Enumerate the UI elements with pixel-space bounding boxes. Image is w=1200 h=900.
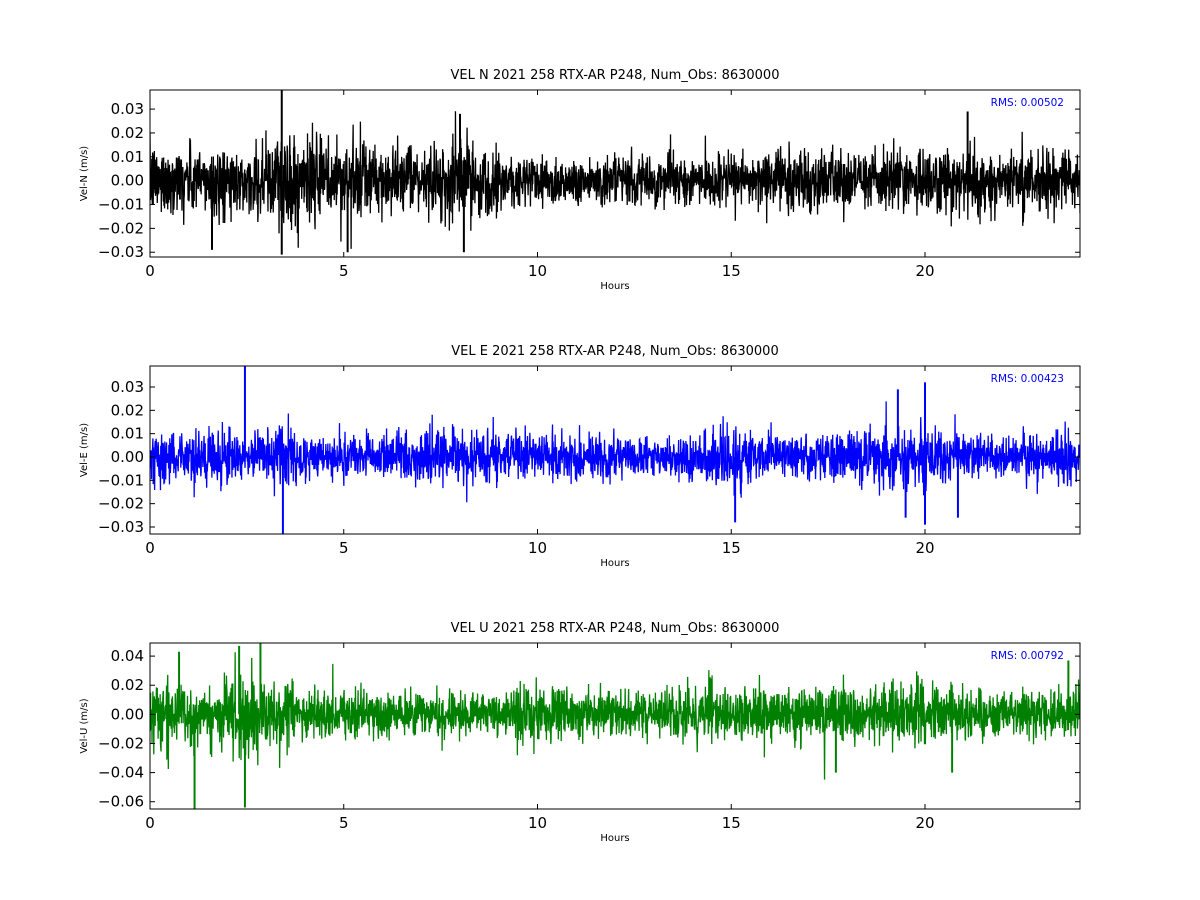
y-tick-label: 0.00 bbox=[111, 448, 144, 466]
x-axis-label: Hours bbox=[600, 281, 629, 292]
y-tick-label: −0.03 bbox=[98, 243, 144, 261]
series-line bbox=[150, 111, 1080, 249]
x-tick-label: 20 bbox=[915, 539, 934, 557]
x-axis-label: Hours bbox=[600, 833, 629, 844]
plot-frame bbox=[149, 365, 1081, 535]
chart-title: VEL N 2021 258 RTX-AR P248, Num_Obs: 863… bbox=[451, 68, 780, 83]
rms-annotation: RMS: 0.00423 bbox=[991, 373, 1064, 385]
x-axis-label: Hours bbox=[600, 558, 629, 569]
y-tick-label: 0.03 bbox=[111, 378, 144, 396]
y-tick-label: 0.01 bbox=[111, 148, 144, 166]
plot-frame bbox=[149, 642, 1081, 810]
y-tick-label: 0.00 bbox=[111, 705, 144, 723]
x-tick-label: 10 bbox=[528, 539, 547, 557]
y-axis-label: Vel-U (m/s) bbox=[79, 698, 90, 753]
y-tick-label: −0.01 bbox=[98, 196, 144, 214]
chart-title: VEL U 2021 258 RTX-AR P248, Num_Obs: 863… bbox=[451, 621, 780, 636]
x-tick-label: 10 bbox=[528, 262, 547, 280]
panel-up: VEL U 2021 258 RTX-AR P248, Num_Obs: 863… bbox=[79, 621, 1081, 844]
y-axis-label: Vel-N (m/s) bbox=[79, 146, 90, 201]
x-tick-label: 5 bbox=[339, 814, 349, 832]
y-tick-label: 0.01 bbox=[111, 425, 144, 443]
y-tick-label: −0.06 bbox=[98, 793, 144, 811]
y-tick-label: −0.02 bbox=[98, 734, 144, 752]
panel-north: VEL N 2021 258 RTX-AR P248, Num_Obs: 863… bbox=[79, 68, 1081, 292]
panel-east: VEL E 2021 258 RTX-AR P248, Num_Obs: 863… bbox=[79, 344, 1081, 569]
y-tick-label: −0.04 bbox=[98, 764, 144, 782]
y-tick-label: −0.01 bbox=[98, 471, 144, 489]
y-tick-label: 0.00 bbox=[111, 172, 144, 190]
x-tick-label: 20 bbox=[915, 814, 934, 832]
x-tick-label: 15 bbox=[722, 262, 741, 280]
y-tick-label: −0.03 bbox=[98, 518, 144, 536]
x-tick-label: 15 bbox=[722, 814, 741, 832]
x-tick-label: 5 bbox=[339, 539, 349, 557]
rms-annotation: RMS: 0.00792 bbox=[991, 650, 1064, 662]
x-tick-label: 15 bbox=[722, 539, 741, 557]
y-tick-label: 0.04 bbox=[111, 647, 144, 665]
x-tick-label: 20 bbox=[915, 262, 934, 280]
y-tick-label: 0.03 bbox=[111, 100, 144, 118]
y-axis-label: Vel-E (m/s) bbox=[79, 423, 90, 477]
x-tick-label: 10 bbox=[528, 814, 547, 832]
x-tick-label: 0 bbox=[145, 262, 155, 280]
y-tick-label: −0.02 bbox=[98, 495, 144, 513]
x-tick-label: 0 bbox=[145, 814, 155, 832]
y-tick-label: −0.02 bbox=[98, 219, 144, 237]
chart-title: VEL E 2021 258 RTX-AR P248, Num_Obs: 863… bbox=[451, 344, 778, 359]
y-tick-label: 0.02 bbox=[111, 124, 144, 142]
y-tick-label: 0.02 bbox=[111, 676, 144, 694]
y-tick-label: 0.02 bbox=[111, 401, 144, 419]
x-tick-label: 0 bbox=[145, 539, 155, 557]
rms-annotation: RMS: 0.00502 bbox=[991, 97, 1064, 109]
series-line bbox=[150, 401, 1080, 503]
x-tick-label: 5 bbox=[339, 262, 349, 280]
plot-frame bbox=[149, 89, 1081, 258]
series-line bbox=[150, 652, 1080, 780]
